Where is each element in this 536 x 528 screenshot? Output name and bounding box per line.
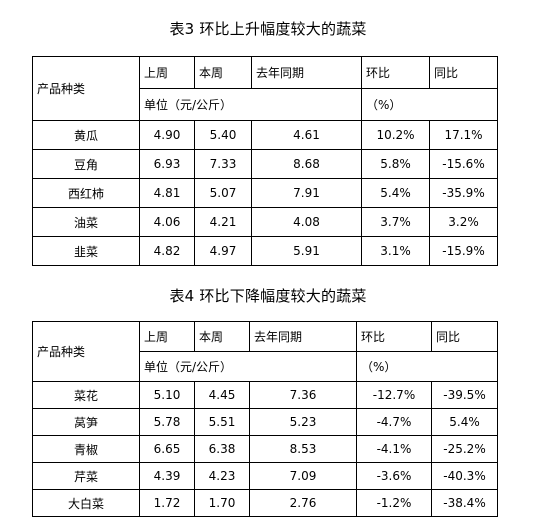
table4-title: 表4 环比下降幅度较大的蔬菜 [169, 287, 367, 305]
last-year-price: 4.08 [251, 207, 362, 237]
this-week-price: 4.21 [194, 207, 252, 237]
mom-change: -1.2% [356, 489, 432, 517]
this-week-price: 4.45 [194, 381, 250, 409]
this-week-price: 5.40 [194, 120, 252, 150]
yoy-change: -15.9% [429, 236, 498, 266]
prev-week-price: 4.39 [139, 462, 195, 490]
mom-change: -4.7% [356, 408, 432, 436]
table3-header-row: 产品种类 上周 本周 去年同期 环比 同比 [32, 56, 498, 121]
yoy-change: -38.4% [431, 489, 498, 517]
last-year-price: 4.61 [251, 120, 362, 150]
prev-week-price: 5.78 [139, 408, 195, 436]
prev-week-price: 4.90 [139, 120, 195, 150]
table-row: 西红柿 4.81 5.07 7.91 5.4% -35.9% [32, 178, 498, 208]
mom-change: 3.7% [361, 207, 430, 237]
mom-change: -12.7% [356, 381, 432, 409]
last-year-price: 7.09 [249, 462, 357, 490]
mom-change: 10.2% [361, 120, 430, 150]
row-header-label: 产品种类 [32, 321, 140, 382]
yoy-change: -39.5% [431, 381, 498, 409]
table4-header-row: 产品种类 上周 本周 去年同期 环比 同比 [32, 321, 498, 382]
prev-week-price: 5.10 [139, 381, 195, 409]
col-yoy-header: 同比 [431, 321, 498, 352]
unit-label: 单位（元/公斤） [139, 88, 362, 121]
col-yoy-header: 同比 [429, 56, 498, 89]
percent-label: （%） [361, 88, 498, 121]
this-week-price: 5.51 [194, 408, 250, 436]
col-mom-header: 环比 [361, 56, 430, 89]
last-year-price: 2.76 [249, 489, 357, 517]
yoy-change: 5.4% [431, 408, 498, 436]
percent-label: （%） [356, 351, 498, 382]
prev-week-price: 1.72 [139, 489, 195, 517]
yoy-change: 3.2% [429, 207, 498, 237]
prev-week-price: 6.65 [139, 435, 195, 463]
table4: 产品种类 上周 本周 去年同期 环比 同比 单位（元/公斤） （%） 菜花 5.1… [32, 321, 498, 517]
last-year-price: 7.36 [249, 381, 357, 409]
last-year-price: 7.91 [251, 178, 362, 208]
this-week-price: 6.38 [194, 435, 250, 463]
vegetable-name: 芹菜 [32, 462, 140, 490]
table3-title: 表3 环比上升幅度较大的蔬菜 [169, 20, 367, 38]
col-prev-week-header: 上周 [139, 321, 195, 352]
prev-week-price: 4.06 [139, 207, 195, 237]
this-week-price: 4.97 [194, 236, 252, 266]
row-header-label: 产品种类 [32, 56, 140, 121]
prev-week-price: 6.93 [139, 149, 195, 179]
this-week-price: 7.33 [194, 149, 252, 179]
vegetable-name: 豆角 [32, 149, 140, 179]
table-row: 芹菜 4.39 4.23 7.09 -3.6% -40.3% [32, 462, 498, 490]
prev-week-price: 4.81 [139, 178, 195, 208]
yoy-change: -35.9% [429, 178, 498, 208]
table-row: 莴笋 5.78 5.51 5.23 -4.7% 5.4% [32, 408, 498, 436]
table-row: 油菜 4.06 4.21 4.08 3.7% 3.2% [32, 207, 498, 237]
vegetable-name: 黄瓜 [32, 120, 140, 150]
vegetable-name: 西红柿 [32, 178, 140, 208]
col-mom-header: 环比 [356, 321, 432, 352]
table-row: 豆角 6.93 7.33 8.68 5.8% -15.6% [32, 149, 498, 179]
vegetable-name: 油菜 [32, 207, 140, 237]
table-row: 菜花 5.10 4.45 7.36 -12.7% -39.5% [32, 381, 498, 409]
mom-change: 3.1% [361, 236, 430, 266]
table-row: 韭菜 4.82 4.97 5.91 3.1% -15.9% [32, 236, 498, 266]
unit-label: 单位（元/公斤） [139, 351, 357, 382]
yoy-change: -25.2% [431, 435, 498, 463]
col-this-week-header: 本周 [194, 56, 252, 89]
mom-change: 5.4% [361, 178, 430, 208]
table-row: 青椒 6.65 6.38 8.53 -4.1% -25.2% [32, 435, 498, 463]
col-last-year-header: 去年同期 [249, 321, 357, 352]
col-this-week-header: 本周 [194, 321, 250, 352]
col-prev-week-header: 上周 [139, 56, 195, 89]
this-week-price: 1.70 [194, 489, 250, 517]
last-year-price: 8.53 [249, 435, 357, 463]
vegetable-name: 莴笋 [32, 408, 140, 436]
yoy-change: -40.3% [431, 462, 498, 490]
prev-week-price: 4.82 [139, 236, 195, 266]
vegetable-name: 大白菜 [32, 489, 140, 517]
mom-change: -3.6% [356, 462, 432, 490]
mom-change: 5.8% [361, 149, 430, 179]
table-row: 大白菜 1.72 1.70 2.76 -1.2% -38.4% [32, 489, 498, 517]
this-week-price: 5.07 [194, 178, 252, 208]
mom-change: -4.1% [356, 435, 432, 463]
vegetable-name: 青椒 [32, 435, 140, 463]
last-year-price: 5.23 [249, 408, 357, 436]
table4-unit-row: 单位（元/公斤） （%） [33, 351, 498, 382]
vegetable-name: 韭菜 [32, 236, 140, 266]
last-year-price: 5.91 [251, 236, 362, 266]
table3-unit-row: 单位（元/公斤） （%） [33, 88, 498, 121]
vegetable-name: 菜花 [32, 381, 140, 409]
this-week-price: 4.23 [194, 462, 250, 490]
yoy-change: -15.6% [429, 149, 498, 179]
yoy-change: 17.1% [429, 120, 498, 150]
last-year-price: 8.68 [251, 149, 362, 179]
col-last-year-header: 去年同期 [251, 56, 362, 89]
table-row: 黄瓜 4.90 5.40 4.61 10.2% 17.1% [32, 120, 498, 150]
table3: 产品种类 上周 本周 去年同期 环比 同比 单位（元/公斤） （%） 黄瓜 4.9… [32, 56, 498, 266]
